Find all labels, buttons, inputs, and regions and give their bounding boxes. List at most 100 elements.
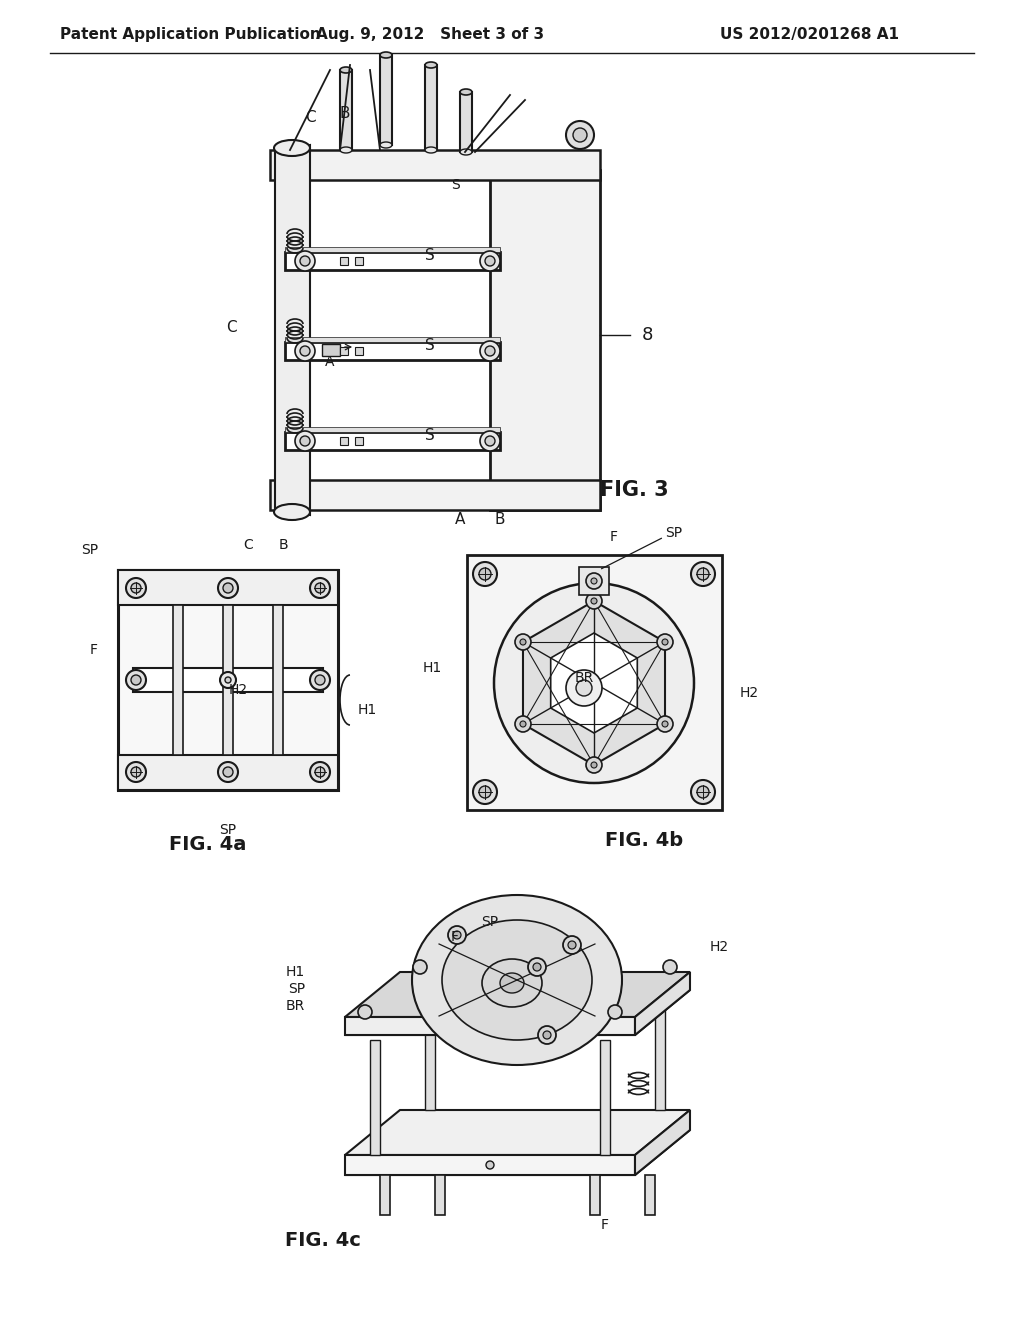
Text: F: F — [610, 531, 618, 544]
Bar — [355, 437, 362, 445]
Circle shape — [586, 573, 602, 589]
Circle shape — [223, 767, 233, 777]
Text: H2: H2 — [740, 686, 759, 700]
Circle shape — [657, 715, 673, 733]
Text: F: F — [451, 931, 459, 944]
Ellipse shape — [340, 67, 352, 73]
Circle shape — [543, 1031, 551, 1039]
Text: Aug. 9, 2012   Sheet 3 of 3: Aug. 9, 2012 Sheet 3 of 3 — [316, 28, 544, 42]
Text: B: B — [495, 512, 505, 528]
Circle shape — [563, 936, 581, 954]
Ellipse shape — [500, 973, 524, 993]
Bar — [285, 426, 500, 432]
Circle shape — [586, 756, 602, 774]
Circle shape — [697, 568, 709, 579]
Bar — [270, 150, 600, 180]
Circle shape — [300, 256, 310, 267]
Text: H1: H1 — [358, 704, 377, 717]
Text: C: C — [305, 111, 315, 125]
Circle shape — [480, 432, 500, 451]
Text: FIG. 3: FIG. 3 — [600, 480, 669, 500]
Circle shape — [295, 251, 315, 271]
Circle shape — [691, 562, 715, 586]
Polygon shape — [635, 972, 690, 1035]
Text: US 2012/0201268 A1: US 2012/0201268 A1 — [720, 28, 899, 42]
Bar — [340, 347, 348, 355]
Text: S: S — [425, 338, 435, 352]
Circle shape — [662, 721, 668, 727]
Ellipse shape — [425, 147, 437, 153]
Bar — [173, 605, 183, 755]
Circle shape — [310, 762, 330, 781]
Circle shape — [126, 762, 146, 781]
Bar — [590, 1175, 600, 1214]
Circle shape — [225, 677, 231, 682]
Circle shape — [697, 785, 709, 799]
Circle shape — [566, 671, 602, 706]
Circle shape — [691, 780, 715, 804]
Circle shape — [479, 785, 490, 799]
Circle shape — [473, 780, 497, 804]
Ellipse shape — [380, 143, 392, 148]
Bar — [340, 437, 348, 445]
Circle shape — [534, 964, 541, 972]
Ellipse shape — [340, 147, 352, 153]
Circle shape — [131, 583, 141, 593]
Polygon shape — [345, 972, 690, 1016]
Bar — [467, 554, 722, 810]
Bar — [322, 345, 340, 356]
Bar — [435, 1175, 445, 1214]
Bar — [645, 1175, 655, 1214]
Circle shape — [131, 767, 141, 777]
Circle shape — [358, 1005, 372, 1019]
Bar — [285, 432, 500, 450]
Circle shape — [480, 341, 500, 360]
Ellipse shape — [274, 504, 310, 520]
Text: C: C — [243, 539, 253, 552]
Text: 8: 8 — [642, 326, 653, 345]
Circle shape — [131, 675, 141, 685]
Text: SP: SP — [481, 915, 499, 929]
Ellipse shape — [274, 140, 310, 156]
Bar — [285, 337, 500, 342]
Circle shape — [575, 680, 592, 696]
Bar — [355, 347, 362, 355]
Circle shape — [413, 960, 427, 974]
Text: FIG. 4b: FIG. 4b — [605, 830, 683, 850]
Circle shape — [223, 583, 233, 593]
Circle shape — [494, 583, 694, 783]
Circle shape — [528, 958, 546, 975]
Circle shape — [449, 927, 466, 944]
Circle shape — [515, 634, 531, 649]
Text: C: C — [226, 321, 237, 335]
Ellipse shape — [460, 149, 472, 154]
Circle shape — [520, 721, 526, 727]
Circle shape — [485, 256, 495, 267]
Circle shape — [310, 671, 330, 690]
Ellipse shape — [380, 51, 392, 58]
Circle shape — [663, 960, 677, 974]
Bar — [370, 1040, 380, 1155]
Bar — [355, 257, 362, 265]
Circle shape — [300, 436, 310, 446]
Text: A: A — [455, 512, 465, 528]
Circle shape — [568, 941, 575, 949]
Circle shape — [218, 578, 238, 598]
Circle shape — [657, 634, 673, 649]
Text: FIG. 4a: FIG. 4a — [169, 836, 247, 854]
Circle shape — [485, 346, 495, 356]
Bar — [425, 982, 435, 1110]
Circle shape — [218, 762, 238, 781]
Polygon shape — [523, 601, 665, 766]
Ellipse shape — [412, 895, 622, 1065]
Circle shape — [295, 341, 315, 360]
Circle shape — [453, 931, 461, 939]
Circle shape — [310, 578, 330, 598]
Circle shape — [608, 1005, 622, 1019]
Circle shape — [295, 432, 315, 451]
Text: F: F — [601, 1218, 609, 1232]
Polygon shape — [345, 1016, 635, 1035]
Ellipse shape — [460, 88, 472, 95]
Polygon shape — [345, 1155, 635, 1175]
Bar — [285, 252, 500, 271]
